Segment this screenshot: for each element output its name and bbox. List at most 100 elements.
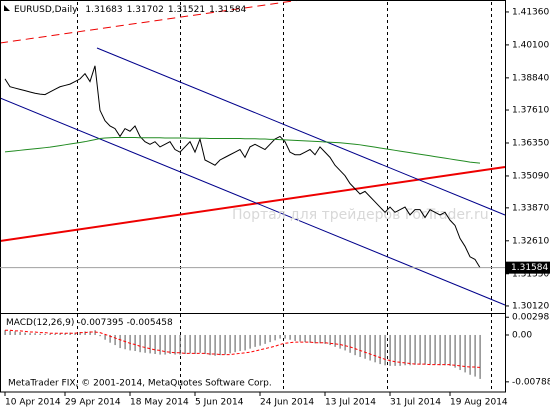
histogram-bar	[109, 334, 111, 343]
histogram-bar	[119, 334, 121, 349]
histogram-bar	[464, 334, 466, 373]
y-tick-label: 1.33870	[512, 203, 549, 213]
histogram-bar	[169, 334, 171, 354]
histogram-bar	[324, 334, 326, 344]
y-tick-label: 1.40100	[512, 40, 549, 50]
histogram-bar	[134, 334, 136, 352]
histogram-bar	[114, 334, 116, 346]
y-tick-label: 0.002985	[512, 313, 550, 323]
histogram-bar	[434, 334, 436, 365]
histogram-bar	[139, 334, 141, 353]
histogram-bar	[99, 334, 101, 337]
price-header: EURUSD,Daily 1.31683 1.31702 1.31521 1.31584	[14, 5, 247, 15]
histogram-bar	[264, 334, 266, 344]
histogram-bar	[444, 334, 446, 366]
histogram-bar	[389, 334, 391, 366]
histogram-bar	[199, 334, 201, 353]
histogram-bar	[294, 334, 296, 341]
histogram-bar	[34, 333, 36, 335]
histogram-bar	[19, 332, 21, 335]
channel-lower	[0, 97, 506, 306]
histogram-bar	[439, 334, 441, 366]
watermark: Портал для трейдеров ForTrader.ru	[232, 207, 489, 223]
histogram-bar	[14, 331, 16, 335]
histogram-bar	[429, 334, 431, 365]
histogram-bar	[9, 330, 11, 335]
y-tick-label: -0.007889	[512, 377, 550, 387]
plot-frame	[0, 0, 506, 393]
series-line	[4, 136, 481, 164]
histogram-bar	[159, 334, 161, 355]
histogram-bar	[189, 334, 191, 354]
footnote: MetaTrader FIX, © 2001-2014, MetaQuotes …	[8, 379, 272, 389]
x-tick-label: 10 Apr 2014	[5, 398, 61, 408]
histogram-bar	[424, 334, 426, 365]
histogram-bar	[154, 334, 156, 354]
histogram-bar	[69, 332, 71, 335]
histogram-bar	[179, 334, 181, 355]
x-tick-label: 13 Jul 2014	[325, 398, 376, 408]
histogram-bar	[314, 334, 316, 344]
histogram-bar	[184, 334, 186, 354]
histogram-bar	[29, 333, 31, 335]
close: 1.31584	[209, 5, 246, 15]
histogram-bar	[274, 334, 276, 341]
histogram-bar	[299, 334, 301, 342]
last-price-box	[506, 261, 550, 274]
trend-line-dashed	[0, 0, 301, 44]
histogram-bar	[74, 332, 76, 335]
y-tick-label: 0.00	[512, 330, 532, 340]
x-tick-label: 24 Jun 2014	[260, 398, 314, 408]
histogram-bar	[64, 333, 66, 335]
histogram-bar	[59, 333, 61, 335]
histogram-bar	[384, 334, 386, 366]
histogram-bar	[219, 334, 221, 356]
y-tick-label: 1.31350	[512, 269, 549, 279]
high: 1.31702	[127, 5, 164, 15]
histogram-bar	[144, 334, 146, 353]
histogram-bar	[404, 334, 406, 366]
histogram-bar	[254, 334, 256, 347]
y-tick-label: 1.32610	[512, 236, 549, 246]
histogram-bar	[284, 334, 286, 339]
y-tick-label: 1.38840	[512, 73, 549, 83]
channel-upper	[96, 47, 506, 216]
histogram-bar	[469, 334, 471, 375]
x-tick-label: 19 Aug 2014	[450, 398, 508, 408]
histogram-bar	[474, 334, 476, 377]
histogram-bar	[174, 334, 176, 355]
histogram-bar	[209, 334, 211, 356]
histogram-bar	[304, 334, 306, 343]
histogram-bar	[319, 334, 321, 344]
histogram-bar	[44, 333, 46, 335]
histogram-bar	[269, 334, 271, 343]
macd-header: MACD(12,26,9) -0.007395 -0.005458	[6, 318, 173, 328]
histogram-bar	[244, 334, 246, 351]
histogram-bar	[104, 334, 106, 340]
histogram-bar	[349, 334, 351, 353]
histogram-bar	[94, 330, 96, 335]
histogram-bar	[309, 334, 311, 343]
histogram-bar	[164, 334, 166, 355]
histogram-bar	[364, 334, 366, 359]
histogram-bar	[39, 333, 41, 335]
x-tick-label: 31 Jul 2014	[390, 398, 441, 408]
signal-value: -0.005458	[127, 318, 173, 328]
histogram-bar	[359, 334, 361, 357]
y-tick-label: 1.35090	[512, 171, 549, 181]
histogram-bar	[224, 334, 226, 355]
histogram-bar	[289, 334, 291, 340]
histogram-bar	[239, 334, 241, 352]
low: 1.31521	[168, 5, 205, 15]
histogram-bar	[79, 332, 81, 335]
trend-line	[0, 166, 506, 242]
histogram-bar	[344, 334, 346, 351]
y-tick-label: 1.36350	[512, 138, 549, 148]
histogram-bar	[449, 334, 451, 366]
histogram-bar	[129, 334, 131, 351]
vertical-grid	[77, 2, 492, 392]
histogram-bar	[49, 333, 51, 335]
histogram-bar	[124, 334, 126, 350]
header-icon	[4, 5, 10, 11]
